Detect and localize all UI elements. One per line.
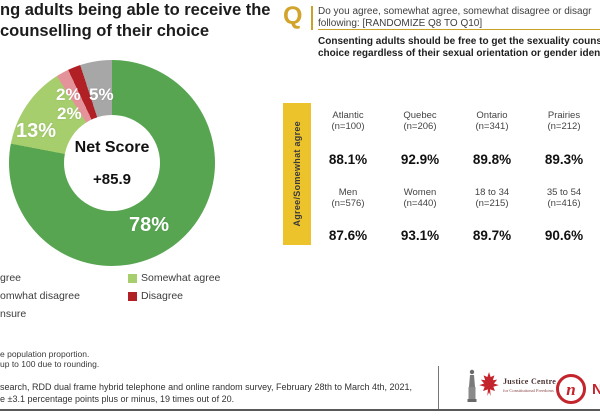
maple-leaf-icon	[479, 372, 499, 396]
page-title-line2: counselling of their choice	[0, 22, 210, 40]
value-prairies: 89.3%	[544, 152, 584, 167]
methodology-line2: e ±3.1 percentage points plus or minus, …	[0, 394, 235, 404]
table-side-label: Agree/Somewhat agree	[292, 121, 302, 227]
footnote-line2: up to 100 due to rounding.	[0, 359, 100, 369]
legend-item-unsure: nsure	[0, 308, 26, 320]
question-intro-line1: Do you agree, somewhat agree, somewhat d…	[318, 6, 592, 17]
justice-centre-logo: Justice Centre for Constitutional Freedo…	[462, 368, 556, 406]
nanos-n-letter: n	[566, 379, 576, 399]
footer-vertical-divider	[438, 366, 439, 409]
value-ontario: 89.8%	[472, 152, 512, 167]
footer-horizontal-rule	[0, 409, 600, 411]
value-35-54: 90.6%	[544, 228, 584, 243]
value-18-34: 89.7%	[472, 228, 512, 243]
slice-label-somewhat-disagree: 2%	[57, 104, 82, 123]
question-statement-line2: choice regardless of their sexual orient…	[318, 47, 600, 59]
net-score-label: Net Score	[74, 139, 150, 156]
slice-label-agree: 78%	[129, 214, 170, 236]
legend-label-disagree: Disagree	[141, 290, 184, 302]
question-statement: Consenting adults should be free to get …	[318, 36, 600, 59]
donut-center	[64, 115, 160, 211]
net-score-value: +85.9	[93, 171, 131, 188]
question-statement-line1: Consenting adults should be free to get …	[318, 36, 600, 47]
nanos-logo: n	[556, 374, 586, 404]
question-intro-line2: following: [RANDOMIZE Q8 TO Q10]	[318, 17, 483, 29]
col-header-prairies: Prairies (n=212)	[547, 110, 581, 132]
legend-label-somewhat-disagree: omwhat disagree	[0, 290, 80, 302]
legend-label-somewhat-agree: Somewhat agree	[141, 272, 221, 284]
methodology-line1: search, RDD dual frame hybrid telephone …	[0, 382, 413, 392]
col-header-18-34: 18 to 34 (n=215)	[474, 187, 510, 209]
footnote-line1: e population proportion.	[0, 349, 90, 359]
question-mark-icon: Q	[283, 2, 303, 30]
question-intro: Do you agree, somewhat agree, somewhat d…	[318, 6, 591, 29]
legend-item-somewhat-agree: Somewhat agree	[128, 272, 220, 284]
col-header-men: Men (n=576)	[331, 187, 365, 209]
table-side-bar: Agree/Somewhat agree	[283, 103, 311, 245]
slice-label-disagree: 2%	[56, 85, 81, 104]
results-table: Atlantic (n=100) Quebec (n=206) Ontario …	[312, 105, 600, 255]
legend-swatch-somewhat-agree	[128, 273, 137, 283]
statue-icon	[467, 369, 477, 402]
question-underline	[318, 29, 600, 30]
value-women: 93.1%	[400, 228, 440, 243]
nanos-wordmark-partial: N	[592, 381, 600, 398]
slice-label-somewhat-agree: 13%	[16, 120, 57, 142]
col-header-atlantic: Atlantic (n=100)	[331, 110, 365, 132]
value-quebec: 92.9%	[400, 152, 440, 167]
legend-item-disagree: Disagree	[128, 290, 183, 302]
legend-item-somewhat-disagree: omwhat disagree	[0, 290, 80, 302]
legend-label-agree: gree	[0, 272, 22, 284]
justice-centre-subtext: for Constitutional Freedoms	[503, 388, 554, 393]
legend-swatch-disagree	[128, 291, 137, 301]
col-header-women: Women (n=440)	[403, 187, 437, 209]
slice-label-unsure: 5%	[89, 85, 114, 104]
page-title: ng adults being able to receive the coun…	[0, 0, 270, 42]
justice-centre-name: Justice Centre	[503, 377, 557, 386]
col-header-quebec: Quebec (n=206)	[403, 110, 437, 132]
legend-item-agree: gree	[0, 272, 21, 284]
value-men: 87.6%	[328, 228, 368, 243]
col-header-35-54: 35 to 54 (n=416)	[546, 187, 582, 209]
page-title-line1: ng adults being able to receive the	[0, 1, 271, 19]
value-atlantic: 88.1%	[328, 152, 368, 167]
col-header-ontario: Ontario (n=341)	[475, 110, 509, 132]
legend-label-unsure: nsure	[0, 308, 27, 320]
question-divider-line	[311, 6, 313, 30]
